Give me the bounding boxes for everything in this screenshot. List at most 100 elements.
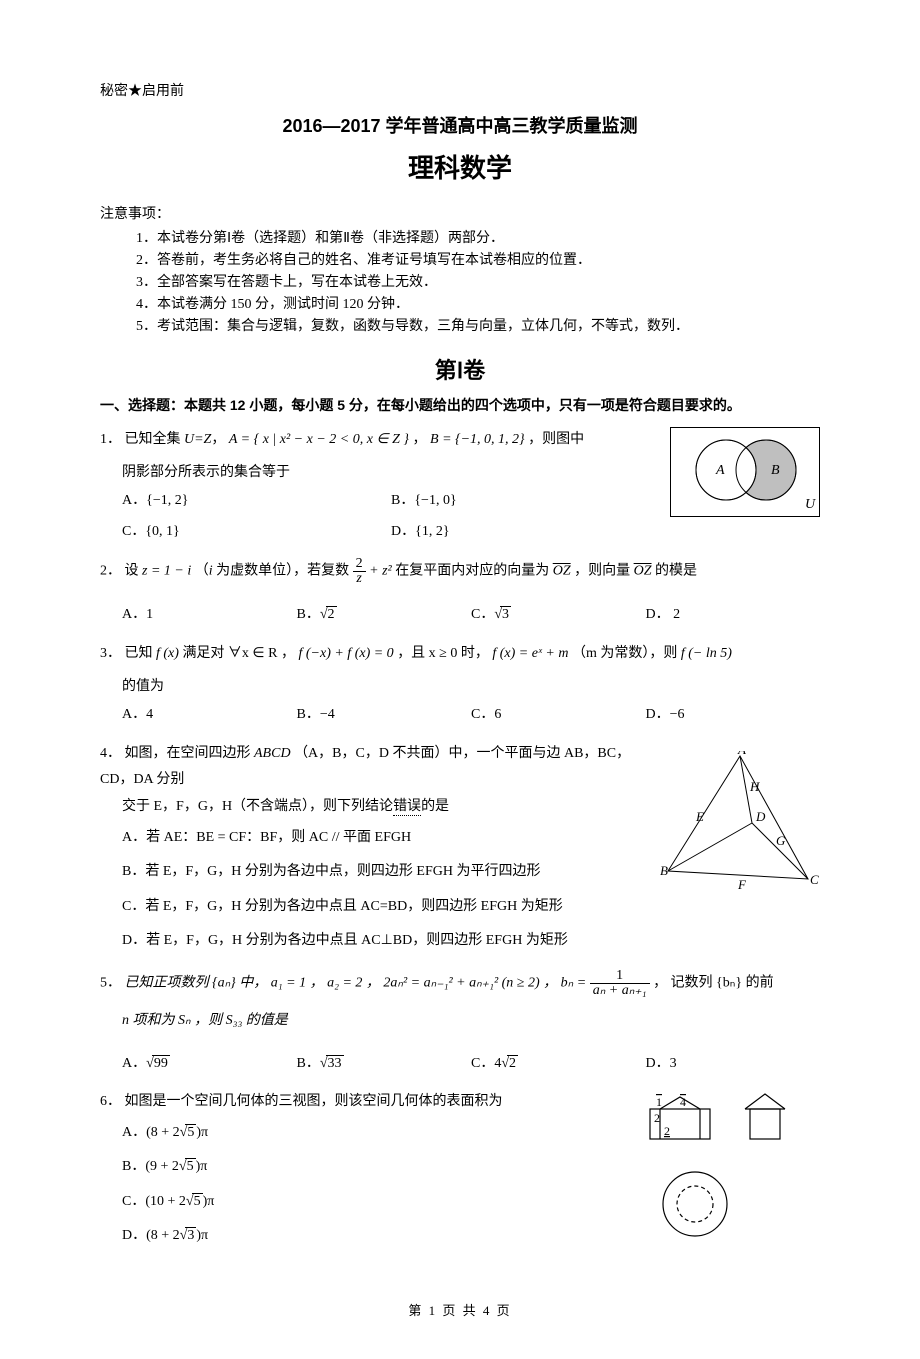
q6-opt-d-prefix: D．(8 + 2 — [122, 1228, 180, 1243]
q4-label-c: C — [810, 872, 819, 887]
question-5: 5． 已知正项数列 {aₙ} 中， a₁ = 1 ， a₂ = 2 ， 2aₙ²… — [100, 969, 820, 1079]
exam-title: 2016—2017 学年普通高中高三教学质量监测 — [100, 112, 820, 138]
q5-opt-b-prefix: B． — [297, 1056, 320, 1071]
question-1: 1． 已知全集 U=Z， A = { x | x² − x − 2 < 0, x… — [100, 427, 820, 547]
q2-frac-num: 2 — [353, 557, 366, 572]
page-footer: 第 1 页 共 4 页 — [100, 1300, 820, 1319]
q2-vec2: OZ — [634, 564, 652, 579]
q5-opt-a-prefix: A． — [122, 1056, 146, 1071]
subject-title: 理科数学 — [100, 148, 820, 185]
q2-p2: （ — [195, 564, 209, 579]
q5-bn-frac: 1aₙ + aₙ₊₁ — [590, 969, 650, 998]
q6-opt-b: B．(9 + 2√5)π — [122, 1150, 640, 1185]
venn-label-a: A — [715, 463, 725, 478]
q3-opt-d: D．−6 — [646, 700, 821, 731]
q2-p4: 在复平面内对应的向量为 — [395, 564, 553, 579]
q6-stem: 如图是一个空间几何体的三视图，则该空间几何体的表面积为 — [125, 1094, 503, 1109]
notice-item: 1．本试卷分第Ⅰ卷（选择题）和第Ⅱ卷（非选择题）两部分． — [136, 227, 820, 247]
q4-num: 4． — [100, 746, 121, 761]
venn-svg: A B U — [671, 428, 819, 516]
q6-opt-c-suffix: )π — [203, 1194, 215, 1209]
q2-p1: 设 — [125, 564, 143, 579]
q2-opt-b-prefix: B． — [297, 607, 320, 622]
q2-opt-c-prefix: C． — [471, 607, 494, 622]
notice-heading: 注意事项： — [100, 203, 820, 223]
q6-opt-d-val: 3 — [185, 1227, 196, 1243]
side-triangle — [745, 1094, 785, 1109]
top-outer-circle — [663, 1172, 727, 1236]
q3-opt-c: C．6 — [471, 700, 646, 731]
q4-label-h: H — [749, 779, 760, 794]
q2-opt-a: A．1 — [122, 600, 297, 631]
venn-label-u: U — [805, 497, 816, 512]
q5-opt-c-prefix: C．4 — [471, 1056, 501, 1071]
q3-p3: ，且 x ≥ 0 时， — [397, 646, 489, 661]
q6-num: 6． — [100, 1094, 121, 1109]
question-2: 2． 设 z = 1 − i （i 为虚数单位），若复数 2z + z² 在复平… — [100, 557, 820, 631]
question-4: 4． 如图，在空间四边形 ABCD （A，B，C，D 不共面）中，一个平面与边 … — [100, 741, 820, 959]
question-6: 6． 如图是一个空间几何体的三视图，则该空间几何体的表面积为 A．(8 + 2√… — [100, 1089, 820, 1260]
q4-svg: A B C D E F G H — [660, 751, 820, 891]
q1-stem-prefix: 已知全集 — [125, 432, 185, 447]
q4-p1: 如图，在空间四边形 — [125, 746, 255, 761]
q1-line2: 阴影部分所表示的集合等于 — [122, 460, 660, 487]
q3-opt-a: A．4 — [122, 700, 297, 731]
q2-opt-b-val: 2 — [326, 606, 337, 622]
q5-opt-b-val: 33 — [326, 1055, 344, 1071]
q1-uz: U=Z — [184, 432, 211, 447]
q3-eq: f (−x) + f (x) = 0 — [298, 646, 393, 661]
q6-opt-d: D．(8 + 2√3)π — [122, 1219, 640, 1254]
q5-line2: n 项和为 Sₙ ，则 S₃₃ 的值是 — [122, 1008, 820, 1035]
q2-options: A．1 B．√2 C．√3 D． 2 — [122, 600, 820, 631]
q5-bn: bₙ = — [561, 976, 590, 991]
notice-item: 4．本试卷满分 150 分，测试时间 120 分钟． — [136, 293, 820, 313]
q4-label-b: B — [660, 863, 668, 878]
q4-label-g: G — [776, 833, 786, 848]
q6-dim-4: 4 — [680, 1095, 686, 1109]
q1-opt-a: A．{−1, 2} — [122, 486, 391, 517]
notice-item: 2．答卷前，考生务必将自己的姓名、准考证号填写在本试卷相应的位置． — [136, 249, 820, 269]
q6-opt-a-prefix: A．(8 + 2 — [122, 1125, 180, 1140]
q5-options: A．√99 B．√33 C．4√2 D．3 — [122, 1049, 820, 1080]
q4-opt-c: C．若 E，F，G，H 分别为各边中点且 AC=BD，则四边形 EFGH 为矩形 — [122, 890, 660, 925]
q6-opt-a-val: 5 — [185, 1124, 196, 1140]
q2-z: z = 1 − i — [142, 564, 191, 579]
q4-opt-a: A．若 AE：BE = CF：BF，则 AC // 平面 EFGH — [122, 821, 660, 856]
q5-opt-c: C．4√2 — [471, 1049, 646, 1080]
q2-num: 2． — [100, 564, 121, 579]
q2-opt-c: C．√3 — [471, 600, 646, 631]
q6-opt-a-suffix: )π — [196, 1125, 208, 1140]
q6-svg: 1 4 2 2 — [640, 1089, 820, 1249]
q5-num: 5． — [100, 976, 121, 991]
q6-opt-a: A．(8 + 2√5)π — [122, 1116, 640, 1151]
q2-opt-d: D． 2 — [646, 600, 821, 631]
q1-options: A．{−1, 2} B．{−1, 0} C．{0, 1} D．{1, 2} — [122, 486, 660, 547]
q2-frac: 2z — [353, 557, 366, 586]
q5-p2: ， 记数列 {bₙ} 的前 — [653, 976, 774, 991]
q3-fln: f (− ln 5) — [681, 646, 732, 661]
q3-num: 3． — [100, 646, 121, 661]
q5-p1: 已知正项数列 {aₙ} 中， a₁ = 1 ， a₂ = 2 ， 2aₙ² = … — [125, 976, 561, 991]
q1-opt-b: B．{−1, 0} — [391, 486, 660, 517]
q1-suffix: ，则图中 — [528, 432, 584, 447]
q4-diagram: A B C D E F G H — [660, 751, 820, 902]
q6-three-views: 1 4 2 2 — [640, 1089, 820, 1260]
q4-opt-b: B．若 E，F，G，H 分别为各边中点，则四边形 EFGH 为平行四边形 — [122, 855, 660, 890]
q4-label-f: F — [737, 877, 747, 891]
q3-fx2: f (x) = eˣ + m — [492, 646, 568, 661]
q4-line2-p2: 的是 — [421, 799, 449, 814]
q1-opt-d: D．{1, 2} — [391, 517, 660, 548]
q1-b-def: B = {−1, 0, 1, 2} — [430, 432, 525, 447]
q6-opt-c-val: 5 — [192, 1193, 203, 1209]
q2-p6: 的模是 — [655, 564, 697, 579]
q6-dim-1: 1 — [656, 1095, 662, 1109]
q4-opt-d: D．若 E，F，G，H 分别为各边中点且 AC⊥BD，则四边形 EFGH 为矩形 — [122, 924, 660, 959]
q3-line2: 的值为 — [122, 674, 820, 701]
q3-fx: f (x) — [156, 646, 179, 661]
venn-diagram: A B U — [670, 427, 820, 517]
q2-frac-den: z — [353, 572, 366, 586]
q4-edge-cd — [752, 823, 808, 879]
q1-opt-c: C．{0, 1} — [122, 517, 391, 548]
q5-opt-a: A．√99 — [122, 1049, 297, 1080]
q5-opt-a-val: 99 — [152, 1055, 170, 1071]
